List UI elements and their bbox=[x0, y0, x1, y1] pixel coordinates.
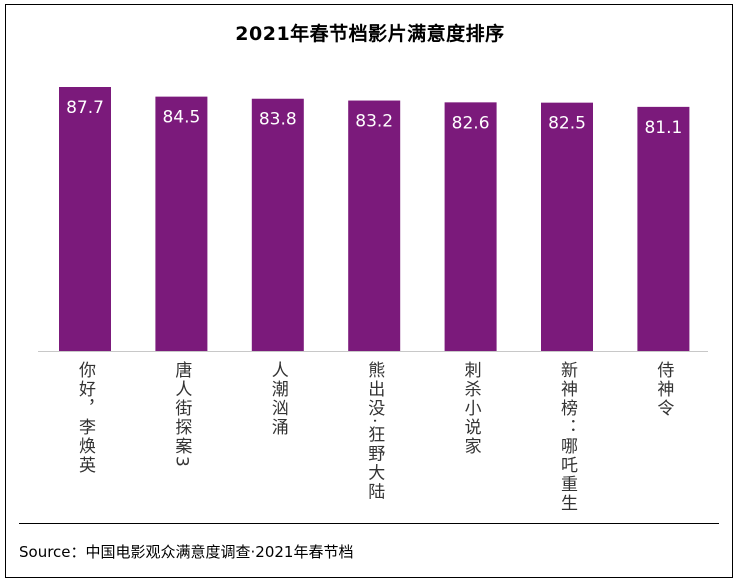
x-tick-label: 刺杀小说家 bbox=[460, 361, 481, 456]
bar-2 bbox=[155, 96, 208, 351]
bar-7 bbox=[637, 106, 690, 351]
bar-value-label: 84.5 bbox=[162, 108, 200, 128]
bar-1 bbox=[59, 87, 111, 351]
x-tick-label: 你好，李焕英 bbox=[75, 361, 95, 475]
x-tick-label: 人潮汹涌 bbox=[267, 361, 288, 437]
bar-value-label: 81.1 bbox=[644, 118, 682, 138]
bar-4 bbox=[348, 100, 401, 352]
bars-group bbox=[59, 87, 690, 352]
bar-value-label: 87.7 bbox=[66, 98, 104, 118]
x-tick-label: 熊出没·狂野大陆 bbox=[364, 361, 385, 502]
value-labels-group: 87.7 84.5 83.8 83.2 82.6 82.5 81.1 bbox=[66, 98, 682, 138]
chart-title: 2021年春节档影片满意度排序 bbox=[235, 23, 505, 45]
bar-value-label: 83.8 bbox=[259, 110, 297, 130]
x-tick-label: 新神榜：哪吒重生 bbox=[557, 361, 577, 513]
bar-value-label: 82.6 bbox=[452, 113, 490, 133]
source-separator bbox=[19, 523, 719, 524]
bar-6 bbox=[541, 102, 593, 351]
x-tick-label: 唐人街探案3 bbox=[171, 361, 192, 469]
bar-5 bbox=[444, 102, 497, 351]
bar-value-label: 83.2 bbox=[355, 112, 393, 132]
bar-value-label: 82.5 bbox=[548, 114, 586, 134]
x-tick-label: 侍神令 bbox=[653, 361, 674, 418]
source-note: Source：中国电影观众满意度调查·2021年春节档 bbox=[19, 543, 354, 561]
bar-3 bbox=[251, 98, 304, 351]
